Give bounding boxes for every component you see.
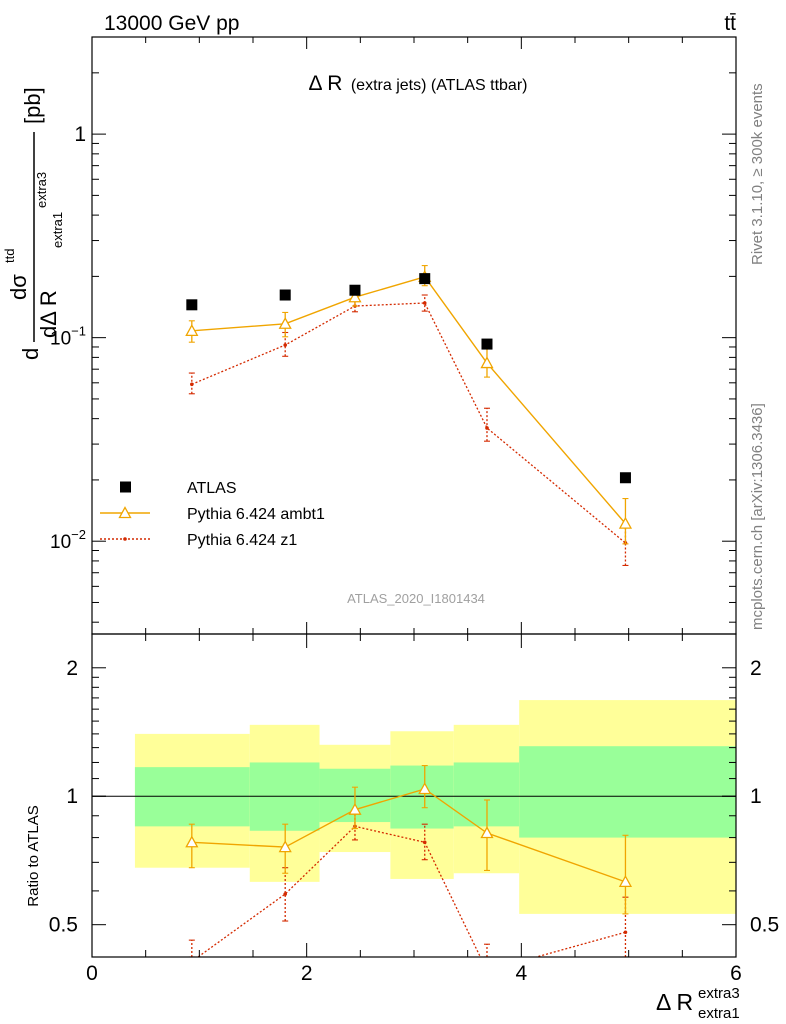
ratio-dot-line bbox=[196, 825, 626, 957]
legend: ATLAS Pythia 6.424 ambt1 Pythia 6.424 z1 bbox=[100, 480, 325, 549]
ratio-dot-marker bbox=[422, 840, 427, 845]
ratio-series-group bbox=[185, 765, 633, 964]
main-square-marker bbox=[419, 273, 431, 285]
ratio-triangle-marker bbox=[278, 840, 292, 853]
ratio-panel: 0.5 0.5 1 1 2 2 0 2 4 6 bbox=[49, 633, 779, 985]
legend-label: Pythia 6.424 ambt1 bbox=[187, 506, 325, 523]
legend-marker bbox=[123, 537, 127, 541]
ratio-band-green bbox=[390, 765, 454, 829]
ratio-band-green bbox=[519, 746, 736, 838]
ylabel-den-sub: extra1 bbox=[50, 212, 65, 248]
main-triangle-line bbox=[191, 276, 626, 525]
main-triangle-marker bbox=[185, 324, 199, 337]
main-y-tick-label: 10−2 bbox=[50, 527, 86, 553]
main-series-square bbox=[186, 273, 631, 484]
main-square-marker bbox=[279, 289, 291, 301]
main-series-dot bbox=[188, 294, 629, 567]
collision-label: 13000 GeV pp bbox=[104, 12, 239, 35]
process-label: tt̄ bbox=[724, 12, 736, 35]
rivet-label: Rivet 3.1.10, ≥ 300k events bbox=[749, 83, 766, 265]
ratio-triangle-marker bbox=[348, 802, 362, 815]
ratio-triangle-line bbox=[191, 788, 626, 883]
plot-title-main: Δ R bbox=[309, 72, 343, 95]
ratio-x-tick-label: 4 bbox=[515, 962, 527, 985]
main-triangle-marker bbox=[618, 516, 633, 529]
ylabel-den-sup: extra3 bbox=[34, 172, 49, 208]
ratio-triangle-marker bbox=[418, 782, 432, 795]
main-dot-marker bbox=[485, 426, 489, 430]
main-square-marker bbox=[619, 472, 631, 484]
xlabel-sup: extra3 bbox=[698, 985, 740, 1002]
ylabel-numerator: dσ bbox=[6, 274, 31, 300]
analysis-watermark: ATLAS_2020_I1801434 bbox=[347, 591, 485, 606]
main-square-marker bbox=[481, 338, 493, 350]
xlabel-sub: extra1 bbox=[698, 1005, 740, 1022]
ratio-series-triangle bbox=[185, 765, 633, 915]
ylabel-num-sup: ttd bbox=[2, 249, 17, 263]
main-ylabel: d dσ ttd dΔ R extra1 extra3 [pb] bbox=[2, 87, 65, 360]
ratio-y-tick-label: 2 bbox=[66, 657, 78, 680]
main-dot-marker bbox=[283, 343, 288, 347]
ratio-triangle-marker bbox=[618, 875, 633, 888]
ratio-y-tick-label-right: 0.5 bbox=[750, 914, 779, 937]
x-axis-label: Δ R extra3 extra1 bbox=[656, 985, 740, 1022]
main-series-triangle bbox=[185, 265, 633, 545]
main-y-tick-label: 10−1 bbox=[50, 324, 86, 350]
main-dot-line bbox=[191, 302, 626, 544]
legend-label: ATLAS bbox=[187, 480, 237, 497]
ratio-y-tick-label-right: 2 bbox=[750, 657, 762, 680]
ratio-y-tick-label: 1 bbox=[66, 785, 78, 808]
xlabel-main: Δ R bbox=[656, 989, 693, 1015]
ylabel-unit: [pb] bbox=[20, 87, 45, 124]
ratio-x-tick-label: 0 bbox=[86, 962, 98, 985]
main-triangle-marker bbox=[278, 316, 292, 329]
mcplots-label: mcplots.cern.ch [arXiv:1306.3436] bbox=[749, 403, 766, 630]
legend-label: Pythia 6.424 z1 bbox=[187, 532, 297, 549]
main-panel: 1 10−1 10−2 ATLAS Pythia 6.424 ambt1 Pythia 6… bbox=[50, 36, 737, 635]
main-dot-marker bbox=[190, 382, 194, 387]
legend-marker bbox=[118, 506, 132, 519]
ratio-y-tick-label: 0.5 bbox=[49, 914, 78, 937]
ratio-triangle-marker bbox=[480, 826, 494, 839]
ratio-dot-marker bbox=[283, 892, 288, 896]
ratio-triangle-marker bbox=[185, 835, 199, 848]
ratio-x-tick-label: 2 bbox=[301, 962, 313, 985]
legend-atlas-marker bbox=[120, 481, 131, 493]
ylabel-denominator: dΔ R bbox=[36, 290, 61, 338]
main-dot-marker bbox=[422, 301, 427, 305]
plot-title: Δ R (extra jets) (ATLAS ttbar) bbox=[309, 72, 528, 95]
main-square-marker bbox=[186, 299, 198, 311]
main-square-marker bbox=[349, 284, 361, 296]
main-y-tick-label: 1 bbox=[74, 123, 86, 146]
main-triangle-marker bbox=[348, 290, 362, 303]
ratio-dot-marker bbox=[623, 930, 628, 935]
ratio-dot-marker bbox=[190, 960, 194, 964]
main-triangle-marker bbox=[480, 356, 494, 369]
ylabel-d: d bbox=[18, 348, 43, 360]
ratio-y-tick-label-right: 1 bbox=[750, 785, 762, 808]
plot-title-sub: (extra jets) (ATLAS ttbar) bbox=[351, 77, 528, 94]
ratio-ylabel: Ratio to ATLAS bbox=[25, 805, 42, 906]
ratio-x-tick-label: 6 bbox=[730, 962, 742, 985]
